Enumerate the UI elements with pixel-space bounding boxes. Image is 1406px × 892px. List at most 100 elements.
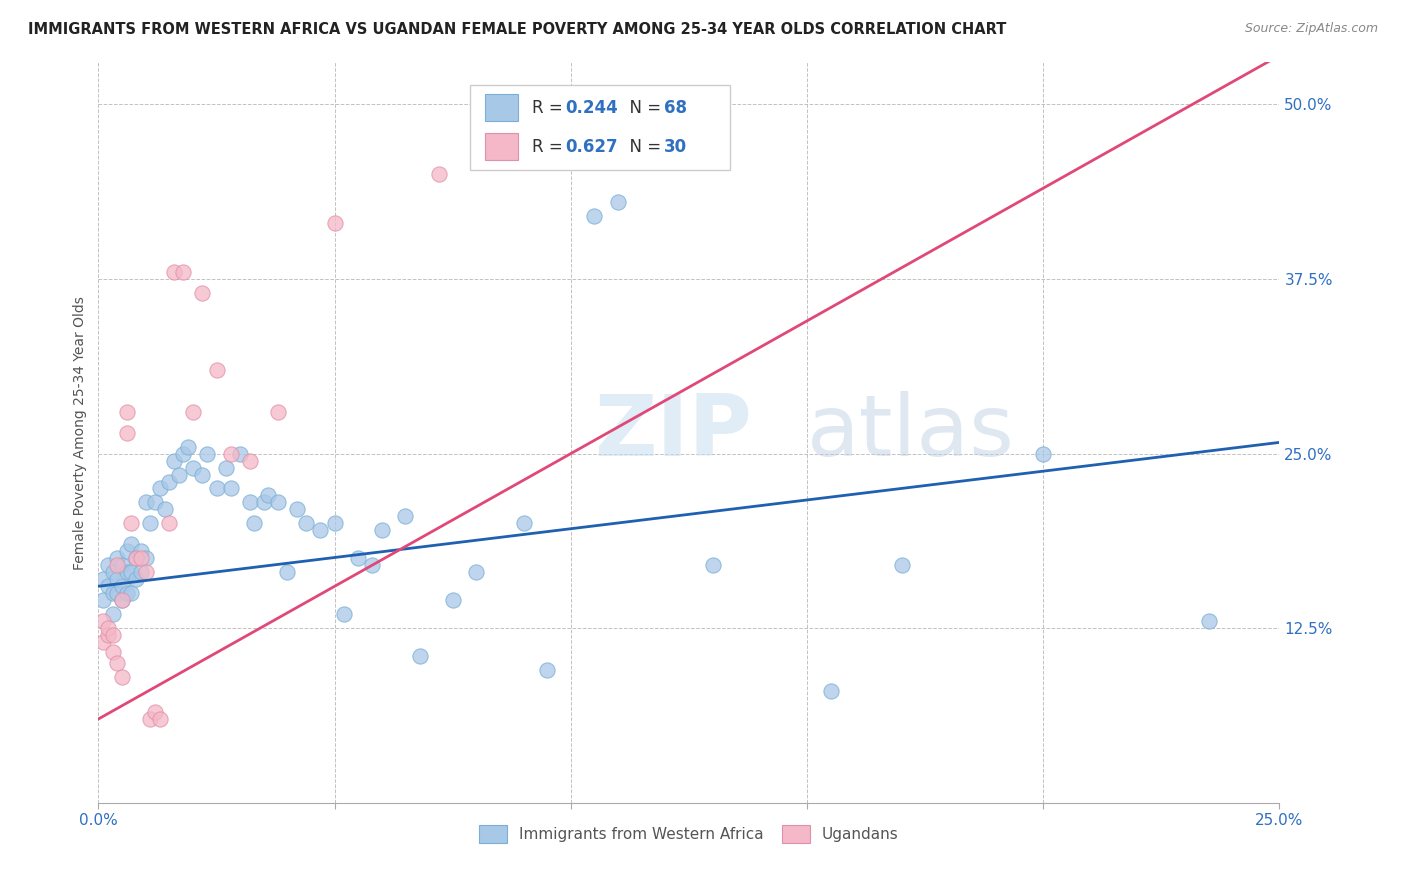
Point <box>394 509 416 524</box>
Point <box>115 425 138 440</box>
Point <box>115 586 138 600</box>
Point <box>91 572 114 586</box>
Y-axis label: Female Poverty Among 25-34 Year Olds: Female Poverty Among 25-34 Year Olds <box>73 295 87 570</box>
Point <box>408 649 430 664</box>
Text: R =: R = <box>531 137 568 156</box>
Point <box>157 475 180 489</box>
Point <box>121 586 143 600</box>
Point <box>105 586 128 600</box>
Point <box>229 446 252 460</box>
Point <box>583 209 606 223</box>
Text: N =: N = <box>619 99 666 117</box>
Point <box>97 579 120 593</box>
Point <box>101 628 124 642</box>
Point <box>143 495 166 509</box>
Point <box>239 453 262 467</box>
Point <box>97 628 120 642</box>
Point <box>253 495 276 509</box>
Point <box>181 460 204 475</box>
Point <box>101 645 124 659</box>
Point <box>267 495 290 509</box>
Point <box>172 265 194 279</box>
Point <box>91 593 114 607</box>
Point <box>149 712 172 726</box>
Point <box>125 572 148 586</box>
Point <box>157 516 180 531</box>
Point <box>143 705 166 719</box>
Point <box>295 516 318 531</box>
Point <box>323 216 346 230</box>
Text: IMMIGRANTS FROM WESTERN AFRICA VS UGANDAN FEMALE POVERTY AMONG 25-34 YEAR OLDS C: IMMIGRANTS FROM WESTERN AFRICA VS UGANDA… <box>28 22 1007 37</box>
Point <box>371 524 394 538</box>
Point <box>105 656 128 670</box>
Point <box>105 558 128 573</box>
Point <box>129 566 152 580</box>
Point <box>1032 446 1054 460</box>
Point <box>890 558 912 573</box>
Point <box>243 516 266 531</box>
Point <box>101 607 124 622</box>
Bar <box>471 85 730 169</box>
Point <box>125 551 148 566</box>
Text: N =: N = <box>619 137 666 156</box>
Point <box>702 558 724 573</box>
Point <box>129 544 152 558</box>
Point <box>361 558 384 573</box>
Point <box>172 446 194 460</box>
Text: Source: ZipAtlas.com: Source: ZipAtlas.com <box>1244 22 1378 36</box>
Point <box>267 405 290 419</box>
Point <box>333 607 356 622</box>
Point <box>121 516 143 531</box>
Text: 0.627: 0.627 <box>565 137 617 156</box>
Point <box>139 712 162 726</box>
Point <box>191 467 214 482</box>
Point <box>167 467 190 482</box>
Point <box>135 566 157 580</box>
Point <box>177 440 200 454</box>
Point <box>219 446 242 460</box>
Point <box>219 482 242 496</box>
Text: R =: R = <box>531 99 568 117</box>
Point <box>111 670 134 684</box>
Point <box>323 516 346 531</box>
Point <box>135 495 157 509</box>
Point <box>91 614 114 628</box>
Point <box>285 502 308 516</box>
Point <box>115 566 138 580</box>
Point <box>139 516 162 531</box>
Point <box>205 363 228 377</box>
Point <box>163 453 186 467</box>
Point <box>309 524 332 538</box>
Point <box>239 495 262 509</box>
Point <box>111 593 134 607</box>
Point <box>441 593 464 607</box>
Text: atlas: atlas <box>807 391 1015 475</box>
Point <box>115 405 138 419</box>
Point <box>820 684 842 698</box>
Point <box>111 593 134 607</box>
Point <box>105 572 128 586</box>
Point <box>215 460 238 475</box>
Point <box>121 566 143 580</box>
Point <box>91 635 114 649</box>
Point <box>512 516 534 531</box>
Point <box>101 566 124 580</box>
Bar <box>485 94 517 121</box>
Point <box>276 566 298 580</box>
Text: 0.244: 0.244 <box>565 99 617 117</box>
Point <box>163 265 186 279</box>
Point <box>121 537 143 551</box>
Point <box>427 167 450 181</box>
Point <box>97 621 120 635</box>
Point <box>149 482 172 496</box>
Text: ZIP: ZIP <box>595 391 752 475</box>
Point <box>195 446 218 460</box>
Point <box>135 551 157 566</box>
Point <box>153 502 176 516</box>
Point <box>111 558 134 573</box>
Point <box>125 551 148 566</box>
Point <box>105 551 128 566</box>
Point <box>191 285 214 300</box>
Point <box>465 566 488 580</box>
Point <box>1198 614 1220 628</box>
